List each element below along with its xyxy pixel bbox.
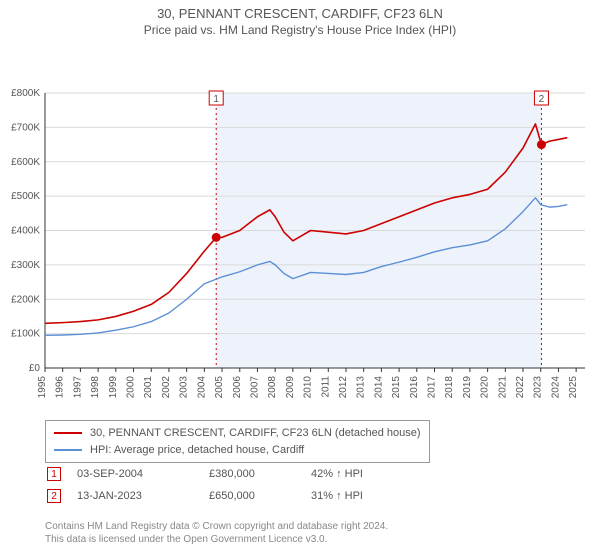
svg-text:2010: 2010 <box>303 376 314 399</box>
sale-date: 03-SEP-2004 <box>77 464 207 484</box>
svg-text:2020: 2020 <box>480 376 491 399</box>
svg-text:2011: 2011 <box>320 376 331 398</box>
svg-text:2006: 2006 <box>232 376 243 399</box>
legend: 30, PENNANT CRESCENT, CARDIFF, CF23 6LN … <box>45 420 430 463</box>
svg-text:2025: 2025 <box>568 376 579 399</box>
legend-swatch <box>54 449 82 451</box>
sale-delta: 31% ↑ HPI <box>311 486 377 506</box>
svg-text:2008: 2008 <box>267 376 278 399</box>
svg-text:2013: 2013 <box>356 376 367 399</box>
svg-text:£200K: £200K <box>11 294 40 305</box>
legend-label: 30, PENNANT CRESCENT, CARDIFF, CF23 6LN … <box>90 425 421 442</box>
svg-text:2009: 2009 <box>285 376 296 399</box>
sale-date: 13-JAN-2023 <box>77 486 207 506</box>
svg-text:2: 2 <box>539 94 545 105</box>
svg-text:2021: 2021 <box>497 376 508 399</box>
sale-marker-icon: 2 <box>47 489 61 503</box>
svg-text:2015: 2015 <box>391 376 402 399</box>
svg-text:2003: 2003 <box>179 376 190 399</box>
svg-text:2018: 2018 <box>444 376 455 399</box>
svg-text:£0: £0 <box>29 363 41 374</box>
legend-item: 30, PENNANT CRESCENT, CARDIFF, CF23 6LN … <box>54 425 421 442</box>
legend-swatch <box>54 432 82 434</box>
footnote-line1: Contains HM Land Registry data © Crown c… <box>45 521 388 532</box>
svg-text:2024: 2024 <box>550 376 561 399</box>
svg-text:2022: 2022 <box>515 376 526 399</box>
svg-text:1999: 1999 <box>108 376 119 399</box>
svg-text:2016: 2016 <box>409 376 420 399</box>
sale-delta: 42% ↑ HPI <box>311 464 377 484</box>
svg-text:2007: 2007 <box>249 376 260 399</box>
svg-text:2014: 2014 <box>373 376 384 399</box>
svg-text:£500K: £500K <box>11 191 40 202</box>
footnote-text: Contains HM Land Registry data © Crown c… <box>45 520 388 546</box>
svg-text:2023: 2023 <box>533 376 544 399</box>
sale-marker-icon: 1 <box>47 467 61 481</box>
chart-subtitle: Price paid vs. HM Land Registry's House … <box>0 21 600 41</box>
legend-label: HPI: Average price, detached house, Card… <box>90 442 304 459</box>
svg-text:£800K: £800K <box>11 88 40 99</box>
svg-text:1995: 1995 <box>37 376 48 399</box>
svg-text:2019: 2019 <box>462 376 473 399</box>
footnote-line2: This data is licensed under the Open Gov… <box>45 534 327 545</box>
svg-text:£700K: £700K <box>11 122 40 133</box>
svg-text:2000: 2000 <box>126 376 137 399</box>
svg-text:2004: 2004 <box>196 376 207 399</box>
svg-text:1998: 1998 <box>90 376 101 399</box>
svg-text:2001: 2001 <box>143 376 154 399</box>
svg-text:1: 1 <box>213 94 219 105</box>
chart-title: 30, PENNANT CRESCENT, CARDIFF, CF23 6LN <box>0 0 600 21</box>
svg-text:1996: 1996 <box>55 376 66 399</box>
svg-text:£400K: £400K <box>11 226 40 237</box>
table-row: 1 03-SEP-2004£380,00042% ↑ HPI <box>47 464 377 484</box>
svg-text:2005: 2005 <box>214 376 225 399</box>
table-row: 2 13-JAN-2023£650,00031% ↑ HPI <box>47 486 377 506</box>
svg-text:2012: 2012 <box>338 376 349 399</box>
svg-text:£100K: £100K <box>11 329 40 340</box>
sale-price: £650,000 <box>209 486 309 506</box>
svg-text:£600K: £600K <box>11 157 40 168</box>
svg-text:£300K: £300K <box>11 260 40 271</box>
svg-text:1997: 1997 <box>72 376 83 399</box>
sales-table: 1 03-SEP-2004£380,00042% ↑ HPI 2 13-JAN-202… <box>45 462 379 508</box>
svg-text:2002: 2002 <box>161 376 172 399</box>
chart-container: { "title": "30, PENNANT CRESCENT, CARDIF… <box>0 0 600 560</box>
svg-text:2017: 2017 <box>427 376 438 399</box>
legend-item: HPI: Average price, detached house, Card… <box>54 442 421 459</box>
sale-price: £380,000 <box>209 464 309 484</box>
line-chart-svg: £0 £100K £200K £300K £400K £500K £600K £700K £80… <box>0 83 600 418</box>
